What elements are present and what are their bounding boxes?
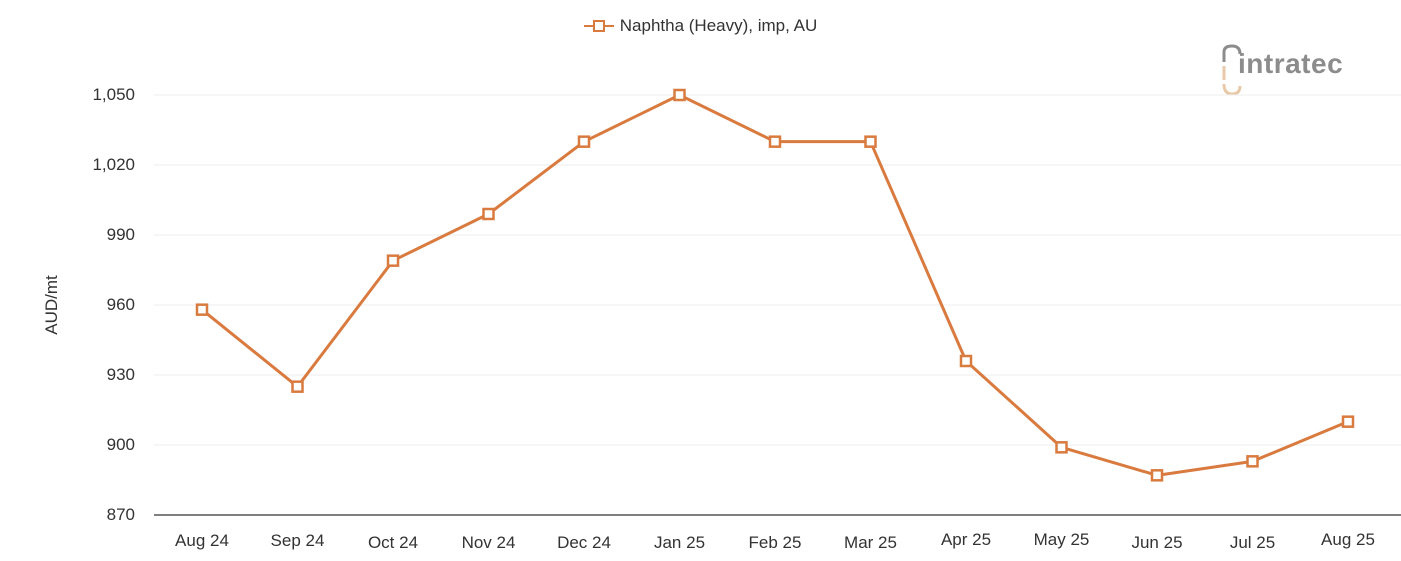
x-tick-label: Mar 25	[844, 533, 897, 552]
y-tick-label: 960	[106, 295, 135, 314]
gridlines	[154, 94, 1401, 446]
legend-square-marker-icon	[583, 20, 614, 32]
data-point-marker[interactable]	[195, 303, 209, 316]
data-point-marker[interactable]	[1150, 469, 1164, 482]
data-point-marker[interactable]	[577, 135, 591, 148]
data-point-marker[interactable]	[959, 354, 973, 368]
data-point-markers	[195, 88, 1355, 482]
y-tick-label: 1,050	[92, 85, 135, 104]
y-tick-label: 930	[106, 365, 135, 384]
series-line	[201, 93, 1349, 477]
y-tick-label: 900	[106, 435, 135, 454]
legend-label: Naphtha (Heavy), imp, AU	[619, 16, 818, 35]
data-point-marker[interactable]	[1341, 415, 1355, 428]
x-tick-label: Sep 24	[270, 531, 325, 550]
data-point-marker[interactable]	[482, 207, 495, 221]
x-tick-label: Jul 25	[1229, 533, 1276, 552]
x-tick-label: Oct 24	[367, 533, 419, 552]
data-point-marker[interactable]	[386, 254, 400, 267]
x-tick-label: Jan 25	[653, 533, 706, 552]
x-tick-label: Aug 25	[1321, 530, 1375, 549]
intratec-logo: intratec	[1218, 42, 1378, 98]
data-point-marker[interactable]	[291, 380, 304, 393]
y-tick-label: 990	[106, 225, 135, 244]
x-tick-label: Apr 25	[940, 530, 992, 549]
x-tick-label: Nov 24	[461, 533, 516, 552]
logo-mark-icon	[1222, 44, 1242, 96]
logo-text: intratec	[1238, 48, 1344, 79]
x-tick-label: Jun 25	[1131, 533, 1183, 552]
data-point-marker[interactable]	[673, 88, 686, 102]
data-point-marker[interactable]	[1246, 455, 1259, 468]
chart-legend[interactable]: Naphtha (Heavy), imp, AU	[0, 16, 1401, 36]
x-tick-label: Dec 24	[557, 533, 611, 552]
x-tick-label: Feb 25	[748, 533, 802, 552]
data-point-marker[interactable]	[864, 135, 877, 148]
x-tick-label: Aug 24	[175, 531, 229, 550]
data-point-marker[interactable]	[768, 135, 782, 148]
y-tick-label: 1,020	[92, 155, 135, 174]
y-tick-label: 870	[106, 505, 135, 524]
x-tick-label: May 25	[1033, 530, 1090, 549]
data-point-marker[interactable]	[1055, 441, 1068, 454]
